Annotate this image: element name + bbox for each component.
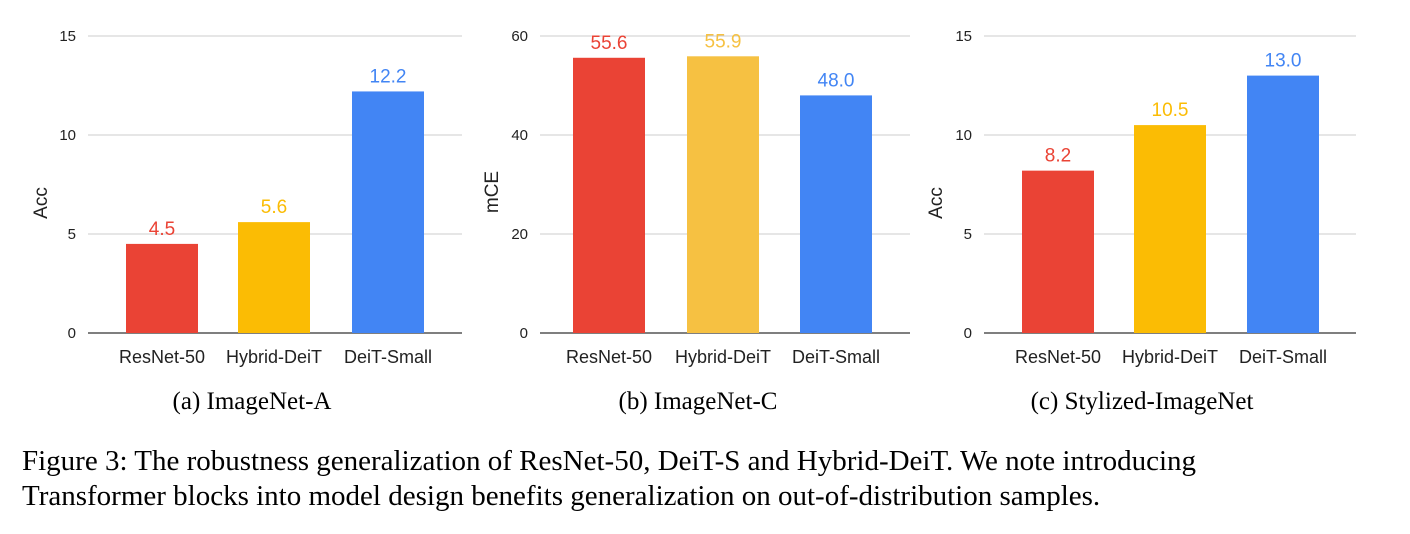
chart-1-y-tick-label: 0 (68, 325, 76, 342)
chart-3-y-tick-label: 0 (964, 325, 972, 342)
chart-3-y-tick-label: 5 (964, 226, 972, 243)
chart-3-bar-deit (1247, 75, 1319, 333)
chart-3-bar-resnet (1022, 170, 1094, 333)
chart-1-category-label-hybrid: Hybrid-DeiT (226, 347, 322, 367)
chart-2-value-label-resnet: 55.6 (591, 33, 628, 54)
chart-2-value-label-hybrid: 55.9 (705, 31, 742, 52)
chart-3-category-label-deit: DeiT-Small (1239, 347, 1327, 367)
chart-2-bar-resnet (573, 57, 645, 333)
chart-1-category-label-deit: DeiT-Small (344, 347, 432, 367)
caption-line-2: Transformer blocks into model design ben… (22, 480, 1101, 512)
chart-1-value-label-hybrid: 5.6 (261, 197, 287, 218)
chart-3-value-label-deit: 13.0 (1265, 51, 1302, 72)
chart-2-value-label-deit: 48.0 (818, 70, 855, 91)
chart-2-category-label-resnet: ResNet-50 (566, 347, 652, 367)
chart-3-y-tick-label: 15 (955, 28, 972, 45)
chart-3-category-label-hybrid: Hybrid-DeiT (1122, 347, 1218, 367)
figure-charts: 0 5 10 15 Acc 4.5 ResNet-50 5.6 Hybrid-DeiT 12.2 D… (31, 28, 1356, 367)
chart-1-value-label-resnet: 4.5 (149, 219, 175, 240)
chart-2-y-axis-label: mCE (482, 171, 503, 213)
chart-2-y-tick-label: 60 (511, 28, 528, 45)
chart-2-bar-deit (800, 95, 872, 334)
subcaption-b: (b) ImageNet-C (618, 388, 778, 415)
chart-2-category-label-hybrid: Hybrid-DeiT (675, 347, 771, 367)
chart-2-category-label-deit: DeiT-Small (792, 347, 880, 367)
subcaption-a: (a) ImageNet-A (172, 388, 332, 415)
chart-1-y-tick-label: 10 (59, 127, 76, 144)
chart-3-category-label-resnet: ResNet-50 (1015, 347, 1101, 367)
chart-1-y-tick-label: 15 (59, 28, 76, 45)
chart-3-value-label-resnet: 8.2 (1045, 146, 1071, 167)
caption-line-1: Figure 3: The robustness generalization … (22, 445, 1197, 477)
chart-1-category-label-resnet: ResNet-50 (119, 347, 205, 367)
chart-1-bar-deit (352, 91, 424, 333)
chart-3-y-axis-label: Acc (926, 187, 947, 219)
chart-3-y-tick-label: 10 (955, 127, 972, 144)
chart-3-bar-hybrid (1134, 125, 1206, 333)
chart-1-value-label-deit: 12.2 (370, 66, 407, 87)
chart-2-y-tick-label: 0 (520, 325, 528, 342)
chart-1-bar-hybrid (238, 222, 310, 333)
chart-1-y-tick-label: 5 (68, 226, 76, 243)
chart-2-y-tick-label: 40 (511, 127, 528, 144)
chart-2-bar-hybrid (687, 56, 759, 334)
chart-1-y-axis-label: Acc (31, 187, 52, 219)
chart-1-bar-resnet (126, 243, 198, 333)
chart-3-value-label-hybrid: 10.5 (1152, 100, 1189, 121)
figure-caption: Figure 3: The robustness generalization … (22, 444, 1392, 514)
subcaption-c: (c) Stylized-ImageNet (1030, 388, 1254, 415)
chart-2-y-tick-label: 20 (511, 226, 528, 243)
